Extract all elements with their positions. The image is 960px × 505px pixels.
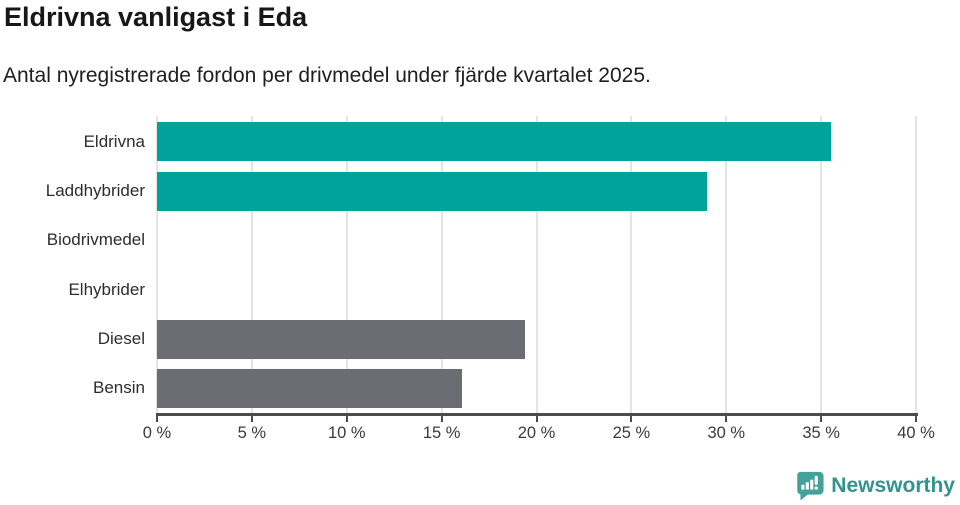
x-tick-25: [630, 415, 633, 422]
gridline-40: [915, 116, 917, 413]
gridline-5: [250, 116, 253, 413]
gridline-25: [630, 116, 633, 413]
x-tick-30: [725, 415, 728, 422]
x-tick-label-20: 20 %: [517, 424, 556, 442]
category-label-laddhybrider: Laddhybrider: [45, 180, 145, 200]
bar-bensin: [157, 368, 463, 408]
bar-laddhybrider: [157, 171, 708, 211]
x-tick-label-10: 10 %: [327, 424, 366, 442]
newsworthy-wordmark: Newsworthy: [831, 473, 955, 497]
x-tick-label-40: 40 %: [897, 424, 935, 442]
category-label-diesel: Diesel: [97, 328, 145, 348]
gridline-0: [156, 116, 158, 413]
x-tick-label-15: 15 %: [422, 424, 461, 442]
chart-title: Eldrivna vanligast i Eda: [4, 2, 308, 32]
bar-diesel: [157, 319, 526, 359]
category-label-eldrivna: Eldrivna: [83, 131, 145, 151]
category-label-elhybrider: Elhybrider: [68, 279, 145, 299]
x-tick-label-35: 35 %: [802, 424, 840, 442]
x-tick-15: [440, 415, 443, 422]
x-tick-0: [156, 415, 158, 422]
gridline-10: [345, 116, 348, 413]
x-tick-5: [250, 415, 253, 422]
category-label-bensin: Bensin: [93, 378, 145, 398]
category-label-biodrivmedel: Biodrivmedel: [46, 230, 145, 250]
x-tick-20: [535, 415, 538, 422]
gridline-30: [725, 116, 728, 413]
x-axis-line: [155, 413, 918, 416]
x-tick-40: [915, 415, 917, 422]
x-tick-label-25: 25 %: [612, 424, 651, 442]
x-tick-label-5: 5 %: [237, 424, 267, 442]
bar-eldrivna: [157, 122, 831, 162]
x-tick-10: [345, 415, 348, 422]
newsworthy-logo[interactable]: Newsworthy: [795, 471, 955, 500]
x-tick-label-0: 0 %: [142, 424, 172, 442]
x-tick-label-30: 30 %: [707, 424, 746, 442]
newsworthy-bubble-chart-icon: [797, 471, 824, 500]
gridline-15: [440, 116, 443, 413]
gridline-20: [535, 116, 538, 413]
x-tick-35: [820, 415, 823, 422]
gridline-35: [820, 116, 823, 413]
chart-subtitle: Antal nyregistrerade fordon per drivmede…: [3, 64, 651, 87]
